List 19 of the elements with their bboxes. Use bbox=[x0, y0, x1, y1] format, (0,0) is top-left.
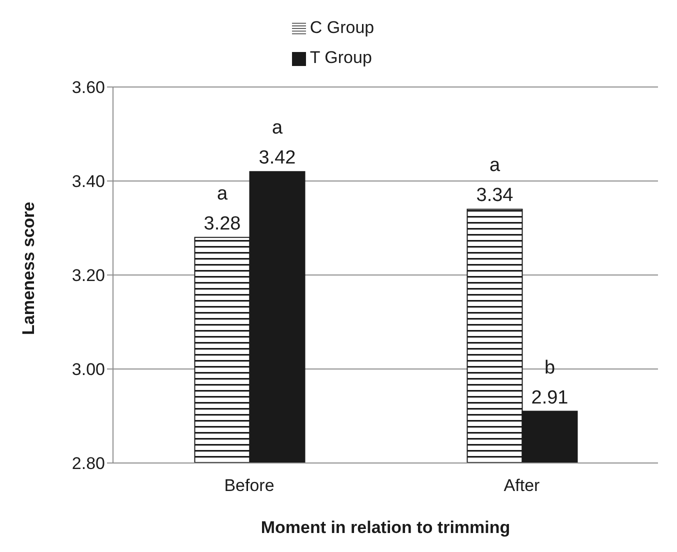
annotation: b bbox=[544, 357, 556, 378]
data-label: 3.34 bbox=[476, 185, 514, 206]
annotation: a bbox=[216, 183, 228, 204]
y-axis-title: Lameness score bbox=[19, 202, 38, 335]
x-tick-label: After bbox=[504, 476, 540, 496]
legend-label: T Group bbox=[310, 48, 372, 67]
annotation: a bbox=[272, 118, 283, 139]
y-tick-label: 3.00 bbox=[72, 360, 105, 380]
data-label: 3.42 bbox=[258, 148, 296, 169]
y-tick-label: 3.60 bbox=[72, 78, 105, 98]
y-tick-label: 3.40 bbox=[72, 172, 105, 192]
legend-label: C Group bbox=[310, 18, 374, 37]
annotation: a bbox=[489, 155, 500, 176]
y-tick-label: 3.20 bbox=[72, 266, 105, 286]
data-label: 3.28 bbox=[204, 213, 241, 234]
data-label: 2.91 bbox=[531, 387, 568, 408]
x-axis-title: Moment in relation to trimming bbox=[260, 518, 510, 537]
y-tick-label: 2.80 bbox=[72, 454, 105, 474]
x-tick-label: Before bbox=[224, 476, 274, 496]
